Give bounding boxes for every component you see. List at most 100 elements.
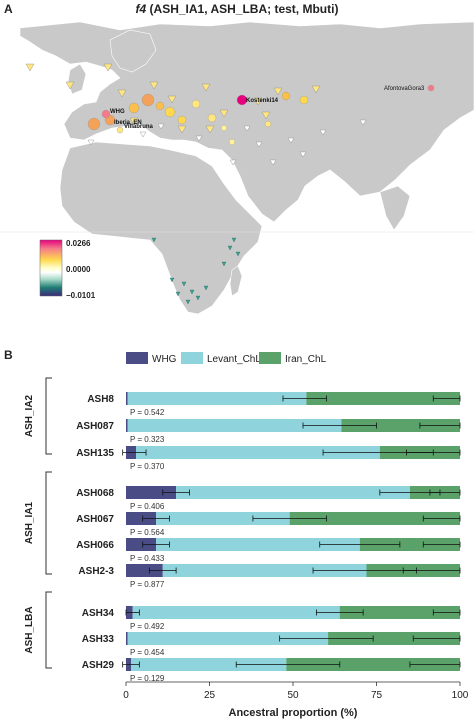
- group-label: ASH_LBA: [24, 606, 35, 653]
- sample-label: ASH087: [76, 421, 114, 432]
- p-value-label: P = 0.877: [130, 580, 165, 589]
- map-panel: A f4 (ASH_IA1, ASH_LBA; test, Mbuti): [0, 0, 474, 342]
- group-bracket: [45, 471, 52, 575]
- bar-levant: [131, 658, 287, 671]
- scandinavia-land: [109, 29, 157, 73]
- map-title: f4 (ASH_IA1, ASH_LBA; test, Mbuti): [0, 2, 474, 16]
- bar-levant: [127, 632, 329, 645]
- map-svg: AfontovaGora3 Kostenki14 WHG Villabruna …: [0, 20, 474, 342]
- bar-levant: [127, 392, 307, 405]
- p-value-label: P = 0.542: [130, 408, 165, 417]
- x-tick-label: 25: [204, 690, 216, 701]
- legend-label: Iran_ChL: [285, 354, 327, 365]
- bar-levant: [127, 419, 342, 432]
- bar-levant: [162, 564, 367, 577]
- sample-label: ASH067: [76, 514, 114, 525]
- sample-circle: [128, 102, 140, 114]
- bar-iran: [341, 419, 460, 432]
- sample-circle: [191, 99, 201, 109]
- bar-iran: [359, 538, 460, 551]
- group-bracket: [45, 591, 52, 669]
- sample-circle: [141, 93, 155, 107]
- p-value-label: P = 0.433: [130, 554, 165, 563]
- label-villabruna: Villabruna: [124, 124, 154, 130]
- bar-whg: [126, 564, 163, 577]
- sample-circle: [220, 124, 228, 132]
- bar-whg: [126, 512, 157, 525]
- bar-iran: [289, 512, 460, 525]
- bar-whg: [126, 538, 157, 551]
- color-scale-labels: 0.0266 0.0000 −0.0101: [66, 239, 96, 300]
- sample-circle: [299, 95, 309, 105]
- label-iberia: Iberia_EN: [114, 120, 142, 126]
- map-title-text: (ASH_IA1, ASH_LBA; test, Mbuti): [149, 2, 339, 16]
- sample-circle: [264, 120, 272, 128]
- bar-iran: [339, 606, 460, 619]
- bar-levant: [156, 512, 290, 525]
- panel-b-label: B: [4, 348, 13, 362]
- sample-circle: [87, 117, 101, 131]
- sample-triangles-white: [87, 119, 367, 166]
- p-value-label: P = 0.492: [130, 622, 165, 631]
- bar-levant: [136, 446, 380, 459]
- p-value-label: P = 0.454: [130, 648, 165, 657]
- sample-circle: [116, 126, 124, 134]
- madagascar-land: [229, 265, 243, 297]
- sample-label: ASH33: [82, 634, 115, 645]
- bar-whg: [126, 419, 128, 432]
- bar-iran: [286, 658, 460, 671]
- scale-mid-label: 0.0000: [66, 265, 91, 274]
- sample-label: ASH2-3: [78, 566, 114, 577]
- x-tick-label: 75: [371, 690, 383, 701]
- bar-whg: [126, 392, 128, 405]
- bar-whg: [126, 632, 128, 645]
- landmass: [19, 21, 474, 315]
- sample-circle-kostenki: [236, 94, 248, 106]
- sample-circle: [207, 113, 217, 123]
- p-value-label: P = 0.406: [130, 502, 165, 511]
- panel-a-label: A: [4, 2, 13, 16]
- p-value-label: P = 0.370: [130, 462, 165, 471]
- p-value-label: P = 0.564: [130, 528, 165, 537]
- sample-circle: [228, 138, 236, 146]
- group-label: ASH_IA2: [24, 394, 35, 437]
- map-title-f: f4: [135, 2, 147, 16]
- sample-triangles-africa: [151, 237, 241, 305]
- bar-whg: [126, 486, 177, 499]
- sample-label: ASH135: [76, 448, 114, 459]
- sample-markers: [25, 63, 435, 305]
- label-kostenki: Kostenki14: [246, 98, 279, 104]
- p-value-label: P = 0.129: [130, 674, 165, 683]
- group-label: ASH_IA1: [24, 501, 35, 544]
- sample-label: ASH8: [87, 394, 114, 405]
- sample-circle-afontova: [427, 84, 435, 92]
- scale-min-label: −0.0101: [66, 291, 96, 300]
- p-value-label: P = 0.323: [130, 435, 165, 444]
- x-axis-title: Ancestral proportion (%): [229, 707, 358, 719]
- bar-iran: [306, 392, 460, 405]
- legend-label: Levant_ChL: [207, 354, 261, 365]
- group-bracket: [45, 377, 52, 455]
- bar-levant: [176, 486, 410, 499]
- bar-chart-panel: B WHG Levant_ChL Iran_ChL ASH_IA2 ASH8 P = 0.…: [0, 342, 474, 722]
- scale-max-label: 0.0266: [66, 239, 91, 248]
- sample-circle: [155, 101, 165, 111]
- bar-iran: [328, 632, 460, 645]
- sample-circle: [164, 106, 176, 118]
- legend-swatch: [126, 352, 148, 364]
- legend-label: WHG: [152, 354, 177, 365]
- sample-circle: [281, 91, 291, 101]
- label-afontova: AfontovaGora3: [384, 86, 425, 92]
- legend-swatch: [259, 352, 281, 364]
- sample-label: ASH068: [76, 488, 114, 499]
- sample-label: ASH29: [82, 660, 115, 671]
- sample-triangles: [25, 63, 321, 134]
- x-tick-label: 100: [452, 690, 469, 701]
- africa-land: [59, 141, 263, 315]
- bar-levant: [156, 538, 360, 551]
- sample-circle: [101, 109, 111, 119]
- bar-chart-svg: WHG Levant_ChL Iran_ChL ASH_IA2 ASH8 P = 0.54…: [24, 352, 469, 719]
- sample-labels: AfontovaGora3 Kostenki14 WHG Villabruna …: [110, 86, 425, 130]
- india-land: [379, 185, 411, 231]
- color-scale-bar: [39, 239, 63, 297]
